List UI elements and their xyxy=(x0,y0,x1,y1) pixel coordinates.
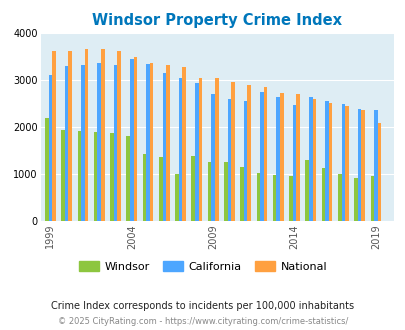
Bar xyxy=(85,50,88,221)
Legend: Windsor, California, National: Windsor, California, National xyxy=(74,257,331,277)
Bar xyxy=(256,173,260,221)
Bar xyxy=(328,103,332,221)
Bar xyxy=(354,178,357,221)
Bar xyxy=(52,51,55,221)
Bar xyxy=(191,156,194,221)
Bar xyxy=(337,174,341,221)
Bar xyxy=(142,154,146,221)
Bar xyxy=(305,160,308,221)
Bar xyxy=(211,94,214,221)
Bar xyxy=(292,105,296,221)
Bar xyxy=(49,75,52,221)
Bar xyxy=(175,174,178,221)
Bar xyxy=(214,78,218,221)
Bar xyxy=(97,63,101,221)
Bar xyxy=(344,106,348,221)
Bar xyxy=(260,92,263,221)
Bar xyxy=(224,162,227,221)
Bar xyxy=(166,64,169,221)
Bar xyxy=(272,175,276,221)
Bar xyxy=(101,50,104,221)
Bar xyxy=(81,64,85,221)
Bar xyxy=(263,87,266,221)
Bar xyxy=(308,97,312,221)
Bar xyxy=(240,167,243,221)
Bar xyxy=(65,66,68,221)
Bar xyxy=(130,59,133,221)
Bar xyxy=(296,94,299,221)
Bar xyxy=(68,51,72,221)
Bar xyxy=(360,110,364,221)
Bar xyxy=(110,133,113,221)
Title: Windsor Property Crime Index: Windsor Property Crime Index xyxy=(92,13,341,28)
Bar xyxy=(243,101,247,221)
Bar xyxy=(373,110,377,221)
Text: © 2025 CityRating.com - https://www.cityrating.com/crime-statistics/: © 2025 CityRating.com - https://www.city… xyxy=(58,317,347,326)
Bar xyxy=(207,162,211,221)
Bar xyxy=(279,93,283,221)
Bar xyxy=(312,99,315,221)
Bar xyxy=(370,176,373,221)
Bar xyxy=(94,132,97,221)
Bar xyxy=(341,104,344,221)
Bar xyxy=(61,130,65,221)
Bar xyxy=(146,64,149,221)
Bar xyxy=(198,78,202,221)
Bar xyxy=(117,51,121,221)
Bar xyxy=(182,67,185,221)
Bar xyxy=(357,109,360,221)
Text: Crime Index corresponds to incidents per 100,000 inhabitants: Crime Index corresponds to incidents per… xyxy=(51,301,354,311)
Bar xyxy=(149,63,153,221)
Bar xyxy=(321,168,324,221)
Bar xyxy=(158,157,162,221)
Bar xyxy=(178,78,182,221)
Bar xyxy=(45,117,49,221)
Bar xyxy=(162,73,166,221)
Bar xyxy=(324,101,328,221)
Bar xyxy=(230,82,234,221)
Bar xyxy=(288,177,292,221)
Bar xyxy=(113,65,117,221)
Bar xyxy=(77,131,81,221)
Bar xyxy=(247,85,250,221)
Bar xyxy=(227,99,230,221)
Bar xyxy=(276,97,279,221)
Bar xyxy=(194,83,198,221)
Bar xyxy=(377,123,380,221)
Bar xyxy=(133,56,137,221)
Bar xyxy=(126,136,130,221)
